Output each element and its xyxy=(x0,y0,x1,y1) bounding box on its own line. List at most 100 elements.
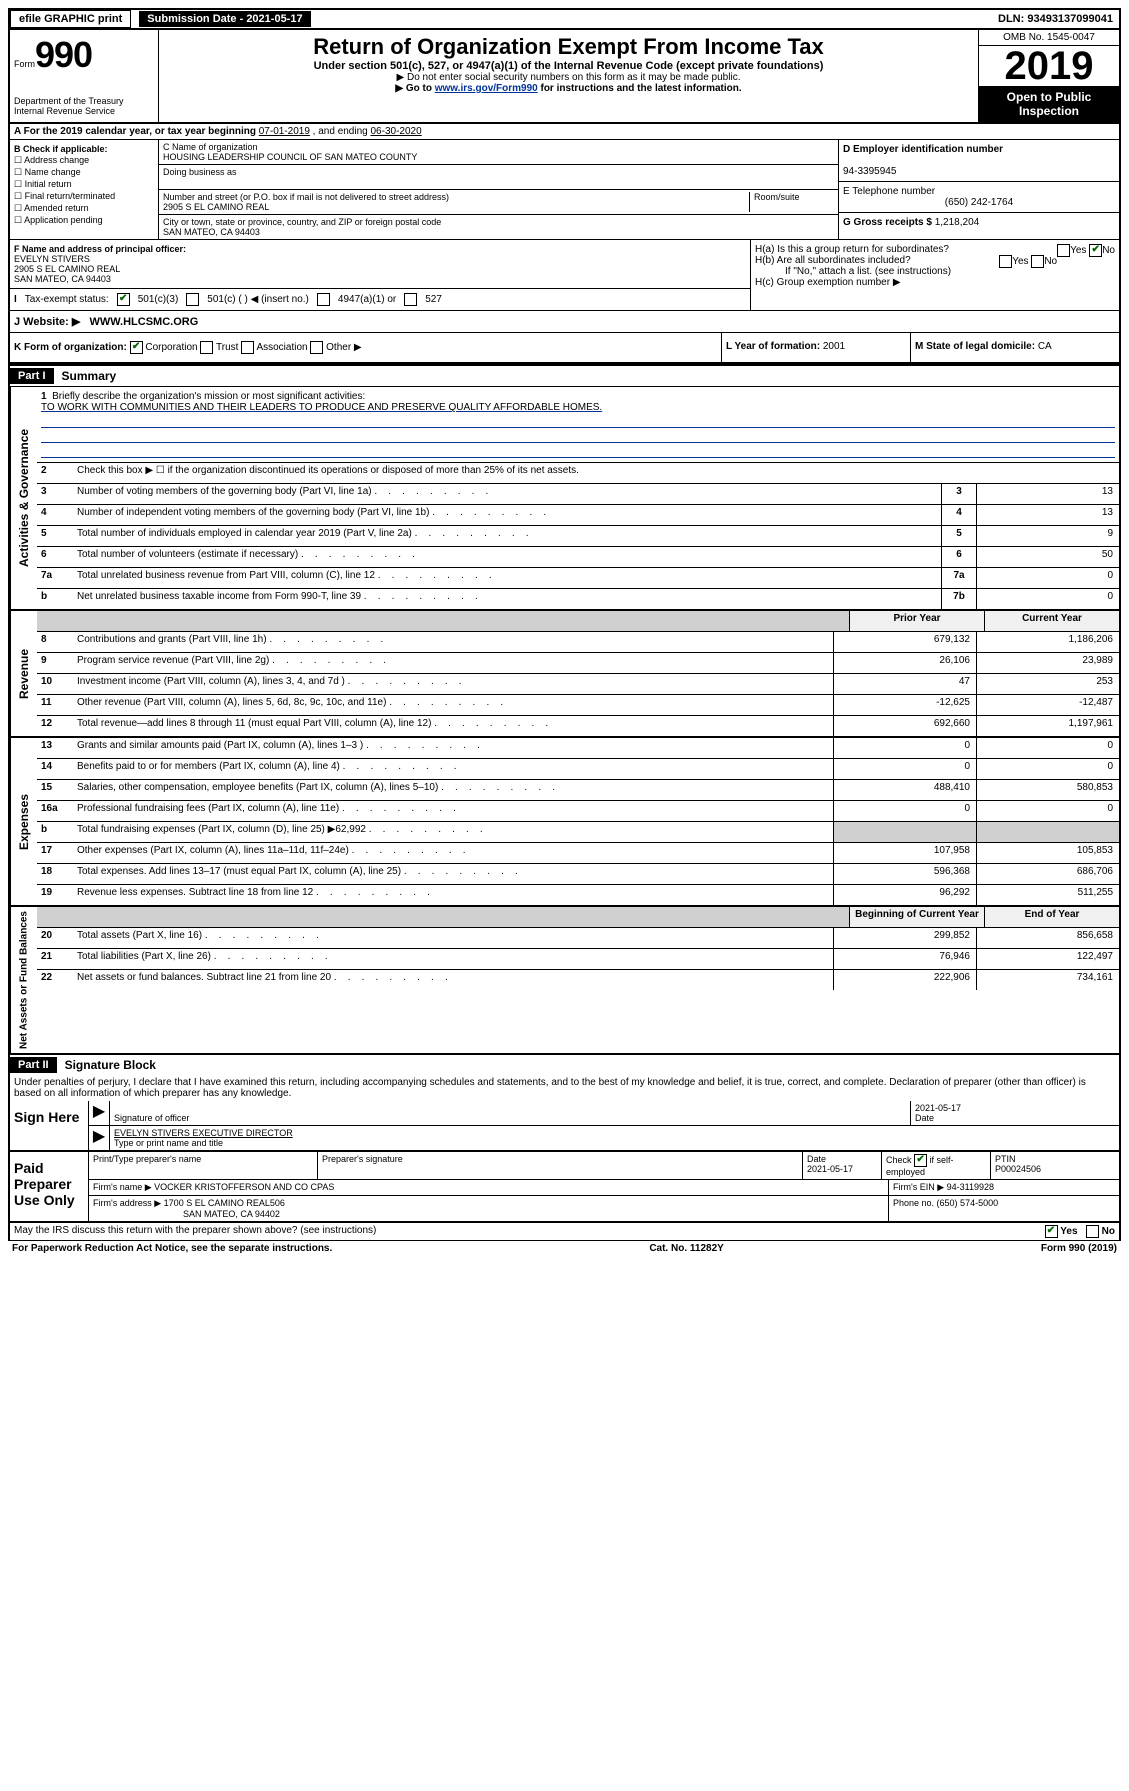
table-row: 13Grants and similar amounts paid (Part … xyxy=(37,738,1119,759)
section-h: H(a) Is this a group return for subordin… xyxy=(751,240,1119,310)
section-l: L Year of formation: 2001 xyxy=(721,333,910,362)
ha-yes[interactable] xyxy=(1057,244,1070,257)
top-bar: efile GRAPHIC print Submission Date - 20… xyxy=(8,8,1121,30)
self-employed-check[interactable]: Check if self-employed xyxy=(882,1152,991,1179)
paid-preparer-label: Paid Preparer Use Only xyxy=(10,1152,89,1221)
section-j: J Website: ▶ WWW.HLCSMC.ORG xyxy=(10,310,1119,332)
side-label-ag: Activities & Governance xyxy=(10,387,37,609)
check-initial-return[interactable]: ☐ Initial return xyxy=(14,179,154,190)
perjury-text: Under penalties of perjury, I declare th… xyxy=(8,1075,1121,1101)
table-row: 5Total number of individuals employed in… xyxy=(37,526,1119,547)
hb-yes[interactable] xyxy=(999,255,1012,268)
check-name-change[interactable]: ☐ Name change xyxy=(14,167,154,178)
preparer-date: 2021-05-17 xyxy=(807,1164,853,1174)
firm-ein: 94-3119928 xyxy=(947,1182,994,1192)
table-row: 12Total revenue—add lines 8 through 11 (… xyxy=(37,716,1119,736)
part1-title: Summary xyxy=(54,369,117,383)
table-row: 7aTotal unrelated business revenue from … xyxy=(37,568,1119,589)
table-row: 11Other revenue (Part VIII, column (A), … xyxy=(37,695,1119,716)
form-note-link: ▶ Go to www.irs.gov/Form990 for instruct… xyxy=(167,83,970,94)
form-title: Return of Organization Exempt From Incom… xyxy=(167,34,970,60)
form-note-ssn: ▶ Do not enter social security numbers o… xyxy=(167,72,970,83)
table-row: 14Benefits paid to or for members (Part … xyxy=(37,759,1119,780)
org-street: 2905 S EL CAMINO REAL xyxy=(163,202,269,212)
revenue-block: Revenue Prior YearCurrent Year 8Contribu… xyxy=(8,611,1121,738)
expenses-block: Expenses 13Grants and similar amounts pa… xyxy=(8,738,1121,907)
part2-header: Part II xyxy=(10,1057,57,1073)
section-k: K Form of organization: Corporation Trus… xyxy=(10,333,721,362)
section-m: M State of legal domicile: CA xyxy=(910,333,1119,362)
check-501c[interactable] xyxy=(186,293,199,306)
k-corp[interactable] xyxy=(130,341,143,354)
check-amended-return[interactable]: ☐ Amended return xyxy=(14,203,154,214)
side-label-net-assets: Net Assets or Fund Balances xyxy=(10,907,37,1053)
org-name: HOUSING LEADERSHIP COUNCIL OF SAN MATEO … xyxy=(163,152,417,162)
website[interactable]: WWW.HLCSMC.ORG xyxy=(90,316,199,328)
form-footer-id: Form 990 (2019) xyxy=(1041,1243,1117,1254)
form-prefix: Form xyxy=(14,59,35,69)
submission-date-badge: Submission Date - 2021-05-17 xyxy=(139,11,310,27)
discuss-no[interactable] xyxy=(1086,1225,1099,1238)
gross-receipts: 1,218,204 xyxy=(935,217,980,228)
table-row: 6Total number of volunteers (estimate if… xyxy=(37,547,1119,568)
dln: DLN: 93493137099041 xyxy=(998,13,1119,25)
sign-here-label: Sign Here xyxy=(10,1101,89,1150)
part1-header: Part I xyxy=(10,368,54,384)
officer-signed-name: EVELYN STIVERS EXECUTIVE DIRECTOR xyxy=(114,1128,293,1138)
part2-title: Signature Block xyxy=(57,1058,156,1072)
check-final-return[interactable]: ☐ Final return/terminated xyxy=(14,191,154,202)
ha-no[interactable] xyxy=(1089,244,1102,257)
form-number: 990 xyxy=(35,34,92,75)
table-row: 18Total expenses. Add lines 13–17 (must … xyxy=(37,864,1119,885)
hb-no[interactable] xyxy=(1031,255,1044,268)
sign-here-block: Sign Here ▶ Signature of officer 2021-05… xyxy=(8,1101,1121,1152)
side-label-revenue: Revenue xyxy=(10,611,37,736)
k-other[interactable] xyxy=(310,341,323,354)
mission-text: TO WORK WITH COMMUNITIES AND THEIR LEADE… xyxy=(41,402,1115,413)
table-row: 9Program service revenue (Part VIII, lin… xyxy=(37,653,1119,674)
discuss-row: May the IRS discuss this return with the… xyxy=(8,1223,1121,1241)
line-a: A For the 2019 calendar year, or tax yea… xyxy=(10,124,1119,140)
table-row: 15Salaries, other compensation, employee… xyxy=(37,780,1119,801)
ptin: P00024506 xyxy=(995,1164,1041,1174)
arrow-icon: ▶ xyxy=(89,1126,110,1150)
table-row: 19Revenue less expenses. Subtract line 1… xyxy=(37,885,1119,905)
check-527[interactable] xyxy=(404,293,417,306)
table-row: bNet unrelated business taxable income f… xyxy=(37,589,1119,609)
form-subtitle: Under section 501(c), 527, or 4947(a)(1)… xyxy=(167,60,970,72)
org-city: SAN MATEO, CA 94403 xyxy=(163,227,260,237)
section-deg: D Employer identification number94-33959… xyxy=(839,140,1119,239)
section-c: C Name of organizationHOUSING LEADERSHIP… xyxy=(159,140,839,239)
firm-address: 1700 S EL CAMINO REAL506 xyxy=(164,1198,285,1208)
section-b: B Check if applicable: ☐ Address change … xyxy=(10,140,159,239)
officer-name: EVELYN STIVERS xyxy=(14,254,90,264)
table-row: 4Number of independent voting members of… xyxy=(37,505,1119,526)
activities-governance-block: Activities & Governance 1 Briefly descri… xyxy=(8,386,1121,611)
footer: For Paperwork Reduction Act Notice, see … xyxy=(8,1241,1121,1256)
hc-group-exemption: H(c) Group exemption number ▶ xyxy=(755,277,1115,288)
dept-treasury: Department of the TreasuryInternal Reven… xyxy=(14,96,154,116)
table-row: 20Total assets (Part X, line 16)299,8528… xyxy=(37,928,1119,949)
discuss-yes[interactable] xyxy=(1045,1225,1058,1238)
arrow-icon: ▶ xyxy=(89,1101,110,1125)
ein: 94-3395945 xyxy=(843,166,896,177)
side-label-expenses: Expenses xyxy=(10,738,37,905)
paid-preparer-block: Paid Preparer Use Only Print/Type prepar… xyxy=(8,1152,1121,1223)
tax-year: 2019 xyxy=(979,46,1119,86)
telephone: (650) 242-1764 xyxy=(945,197,1013,208)
k-assoc[interactable] xyxy=(241,341,254,354)
irs-link[interactable]: www.irs.gov/Form990 xyxy=(435,83,538,94)
check-application-pending[interactable]: ☐ Application pending xyxy=(14,215,154,226)
form-header: Form990 Department of the TreasuryIntern… xyxy=(8,30,1121,124)
k-trust[interactable] xyxy=(200,341,213,354)
open-public-badge: Open to Public Inspection xyxy=(979,86,1119,122)
table-row: bTotal fundraising expenses (Part IX, co… xyxy=(37,822,1119,843)
firm-phone: (650) 574-5000 xyxy=(937,1198,999,1208)
table-row: 17Other expenses (Part IX, column (A), l… xyxy=(37,843,1119,864)
sign-date: 2021-05-17 xyxy=(915,1103,961,1113)
efile-badge: efile GRAPHIC print xyxy=(10,10,131,28)
check-address-change[interactable]: ☐ Address change xyxy=(14,155,154,166)
check-501c3[interactable] xyxy=(117,293,130,306)
check-4947[interactable] xyxy=(317,293,330,306)
section-f: F Name and address of principal officer:… xyxy=(10,240,751,310)
